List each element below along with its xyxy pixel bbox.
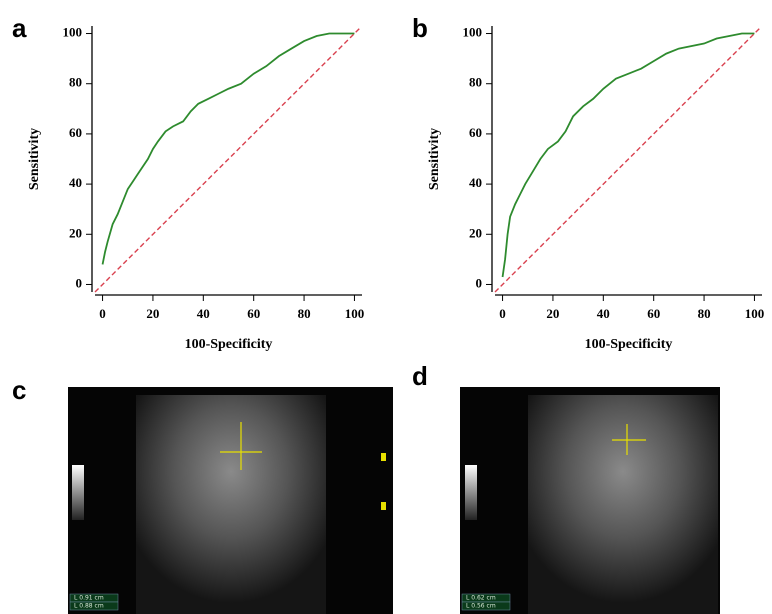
ultrasound-d [460,387,720,614]
y-tick-label: 80 [469,75,482,90]
figure: a 0 20 40 60 80 100 0 20 40 60 80 100 100-Specificity… [0,0,772,614]
measurement: L 0.62 cm [466,595,496,602]
y-tick-label: 60 [469,125,482,140]
roc-curve [103,34,355,265]
y-tick-label: 0 [476,275,483,290]
x-tick-label: 40 [597,306,610,321]
reference-line [95,29,359,292]
y-tick-label: 80 [69,75,82,90]
y-axis-title: Sensitivity [27,128,42,190]
panel-label: d [412,361,428,391]
y-tick-label: 40 [69,175,82,190]
x-axis-title: 100-Specificity [185,337,273,352]
y-tick-label: 100 [63,25,83,40]
y-axis-title: Sensitivity [427,128,442,190]
reference-line [495,29,759,292]
x-tick-label: 20 [546,306,559,321]
x-tick-label: 100 [345,306,365,321]
measurement: L 0.56 cm [466,603,496,610]
y-tick-label: 100 [463,25,483,40]
x-tick-label: 60 [647,306,660,321]
x-tick-label: 80 [298,306,311,321]
y-tick-label: 40 [469,175,482,190]
x-tick-label: 0 [499,306,506,321]
measurement: L 0.88 cm [74,603,104,610]
y-tick-label: 60 [69,125,82,140]
y-tick-label: 20 [469,225,482,240]
x-tick-label: 20 [146,306,159,321]
roc-curve [503,34,755,277]
x-axis-title: 100-Specificity [585,337,673,352]
y-tick-label: 20 [69,225,82,240]
x-tick-label: 0 [99,306,106,321]
panel-label: c [12,375,26,405]
ultrasound-c [68,387,393,614]
x-tick-label: 60 [247,306,260,321]
x-tick-label: 80 [698,306,711,321]
panel-label: a [12,13,27,43]
measurement: L 0.91 cm [74,595,104,602]
panel-label: b [412,13,428,43]
x-tick-label: 40 [197,306,210,321]
y-tick-label: 0 [76,275,83,290]
x-tick-label: 100 [745,306,765,321]
